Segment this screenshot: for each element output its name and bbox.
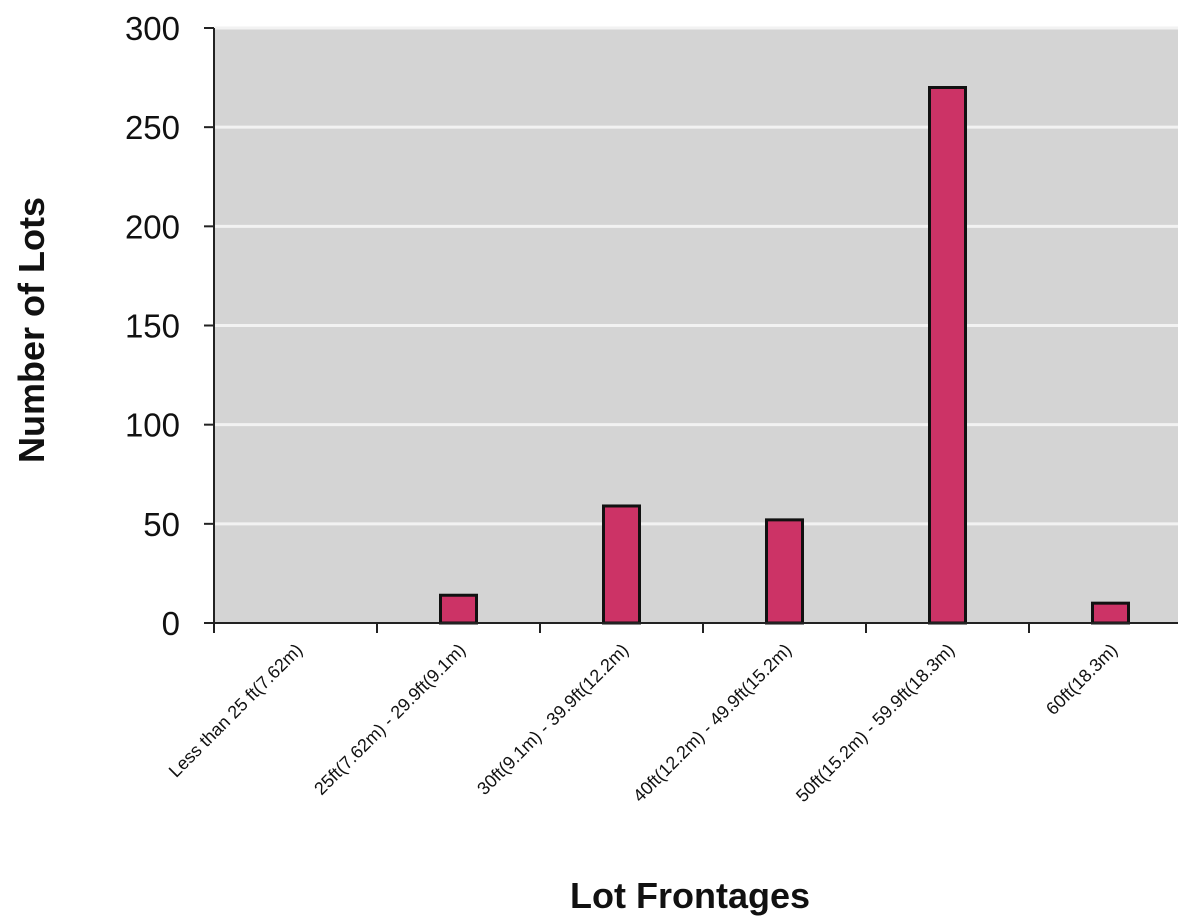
y-tick-label: 100 [125,407,180,444]
bar [1091,601,1130,625]
y-axis-ticks: 0 50 100 150 200 250 300 [125,10,214,642]
x-tick-label: 25ft(7.62m) - 29.9ft(9.1m) [310,640,469,799]
x-axis-title: Lot Frontages [570,875,810,916]
gridlines [214,26,1178,526]
bars [439,86,1130,625]
bar [439,593,478,625]
y-tick-label: 250 [125,109,180,146]
y-tick-label: 300 [125,10,180,47]
x-tick-label: 40ft(12.2m) - 49.9ft(15.2m) [629,640,795,806]
bar [928,86,967,625]
y-tick-label: 0 [162,605,180,642]
y-tick-label: 150 [125,308,180,345]
y-tick-label: 200 [125,208,180,245]
y-tick-label: 50 [143,506,180,543]
bar [602,504,641,625]
x-tick-label: Less than 25 ft(7.62m) [165,640,306,781]
x-tick-label: 30ft(9.1m) - 39.9ft(12.2m) [473,640,632,799]
bar [765,518,804,625]
x-axis-ticks: Less than 25 ft(7.62m) 25ft(7.62m) - 29.9… [165,623,1121,806]
y-axis-title: Number of Lots [11,197,52,463]
x-tick-label: 50ft(15.2m) - 59.9ft(18.3m) [792,640,958,806]
x-tick-label: 60ft(18.3m) [1042,640,1121,719]
